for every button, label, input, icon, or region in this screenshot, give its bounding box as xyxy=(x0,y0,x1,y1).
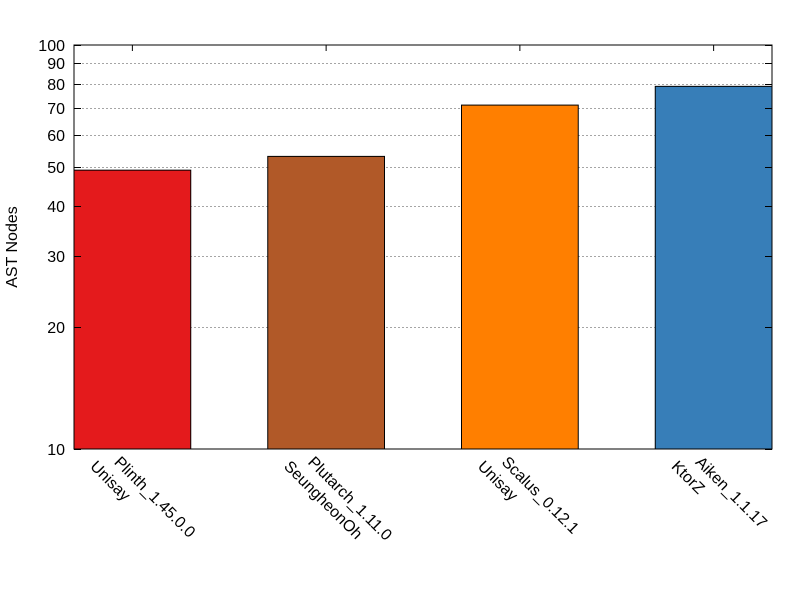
y-tick-label: 40 xyxy=(47,199,65,216)
y-tick-label: 80 xyxy=(47,77,65,94)
y-tick-label: 70 xyxy=(47,101,65,118)
x-axis-ticks xyxy=(131,45,715,51)
y-tick-label: 20 xyxy=(47,320,65,337)
y-tick-label: 100 xyxy=(38,38,65,55)
bar xyxy=(267,155,385,450)
y-tick-label: 50 xyxy=(47,160,65,177)
y-tick-label: 60 xyxy=(47,128,65,145)
plot-area-frame xyxy=(73,44,773,450)
y-tick-label: 90 xyxy=(47,56,65,73)
bars xyxy=(73,85,773,450)
bar xyxy=(461,104,579,450)
y-tick-label: 30 xyxy=(47,249,65,266)
category-label-line: Aiken_1.1.17 xyxy=(692,454,770,532)
bar xyxy=(654,85,773,450)
bar xyxy=(73,169,192,450)
y-axis-label: AST Nodes xyxy=(4,206,21,288)
y-tick-label: 10 xyxy=(47,442,65,459)
